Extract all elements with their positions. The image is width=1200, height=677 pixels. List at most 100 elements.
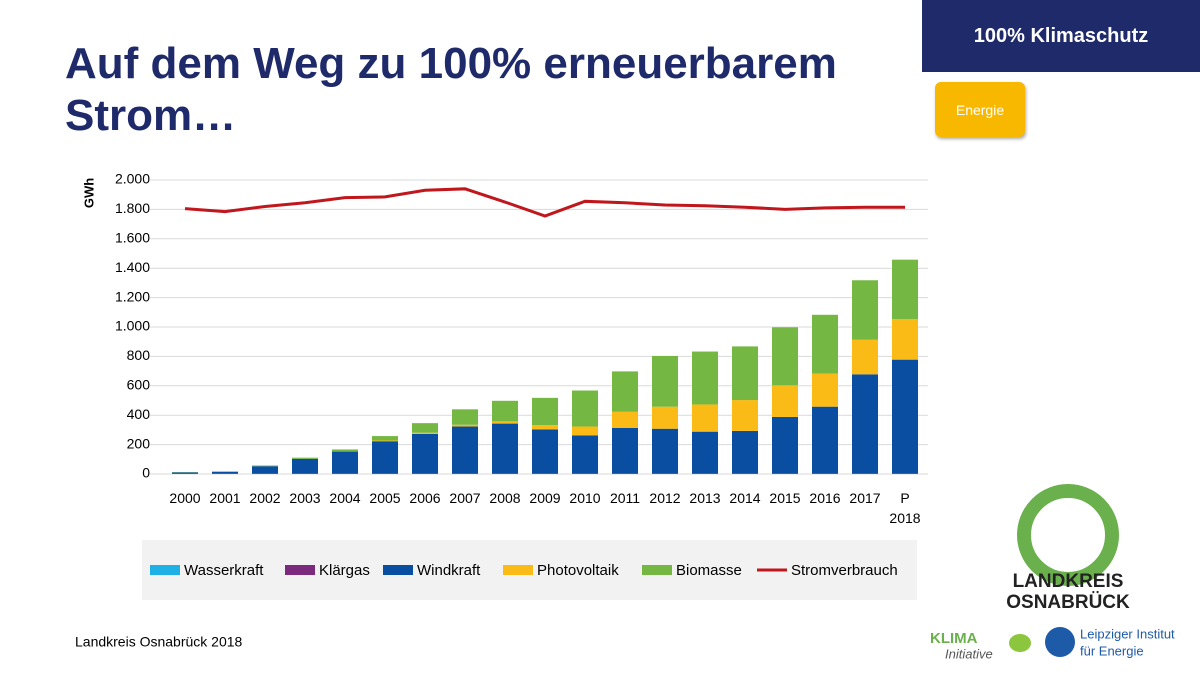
bar-segment — [492, 421, 518, 424]
x-tick-label-box: 2001 — [209, 490, 241, 506]
logo-text: OSNABRÜCK — [1006, 592, 1130, 613]
bar-segment — [892, 319, 918, 360]
bar-segment — [732, 400, 758, 431]
legend-label: Wasserkraft — [184, 562, 264, 579]
bar-segment — [612, 427, 638, 474]
bar-segment — [332, 451, 358, 474]
bar-segment — [612, 411, 638, 428]
badge: 100% Klimaschutz — [922, 0, 1200, 72]
bar-segment — [492, 423, 518, 474]
klima-logo: KLIMA — [930, 630, 978, 647]
y-tick-label: 800 — [127, 347, 151, 363]
legend-label: Photovoltaik — [537, 562, 619, 579]
institute-logo: für Energie — [1080, 643, 1144, 658]
legend-swatch — [503, 565, 533, 575]
legend-swatch — [150, 565, 180, 575]
y-axis-label: GWh — [81, 178, 96, 208]
x-tick-label-box: 2000 — [169, 490, 200, 506]
x-tick-label: 2011 — [609, 490, 641, 506]
bar-segment — [692, 404, 718, 432]
x-tick-label-box: 2013 — [689, 490, 721, 506]
bar-segment — [212, 471, 238, 474]
klima-logo: Initiative — [945, 646, 993, 661]
y-tick-label: 1.800 — [115, 200, 150, 216]
bar-segment — [572, 390, 598, 427]
legend-label: Windkraft — [417, 562, 481, 579]
x-tick-label: 2001 — [209, 490, 241, 506]
bar-segment — [532, 429, 558, 474]
legend-label: Stromverbrauch — [791, 562, 898, 579]
bar-segment — [812, 406, 838, 474]
bar-segment — [852, 280, 878, 340]
bar-segment — [692, 431, 718, 474]
x-tick-label: 2015 — [769, 490, 801, 506]
bar-segment — [412, 433, 438, 474]
institute-icon — [1045, 627, 1075, 657]
y-tick-label: 2.000 — [115, 171, 150, 187]
bar-segment — [372, 436, 398, 441]
y-tick-label: 600 — [127, 377, 151, 393]
legend-swatch — [383, 565, 413, 575]
tag-button[interactable]: Energie — [935, 82, 1025, 137]
y-tick-label: 1.000 — [115, 318, 150, 334]
bar-segment — [412, 432, 438, 434]
bar-segment — [372, 440, 398, 442]
bar-segment — [172, 472, 198, 474]
legend-swatch — [642, 565, 672, 575]
x-tick-label-box: 2003 — [289, 490, 320, 506]
x-tick-label: 2010 — [569, 490, 601, 506]
source: Landkreis Osnabrück 2018 — [75, 634, 243, 650]
bar-segment — [452, 409, 478, 425]
x-tick-label-box: 2009 — [529, 490, 561, 506]
x-tick-label: 2002 — [249, 490, 281, 506]
bar-segment — [652, 428, 678, 474]
bar-segment — [652, 355, 678, 407]
x-tick-label-box: 2002 — [249, 490, 281, 506]
x-tick-label-box: 2015 — [769, 490, 801, 506]
slide-title: Auf dem Weg zu 100% erneuerbarem Strom… — [65, 39, 837, 140]
bar-segment — [612, 371, 638, 412]
bar-segment — [372, 441, 398, 474]
x-tick-label-box: 2010 — [569, 490, 601, 506]
x-tick-label: 2005 — [369, 490, 401, 506]
bar-segment — [772, 416, 798, 474]
bar-segment — [812, 314, 838, 374]
bar-segment — [732, 430, 758, 474]
x-tick-label: 2013 — [689, 490, 721, 506]
x-tick-label: 2017 — [849, 490, 881, 506]
line-series — [184, 187, 905, 218]
bar-segment — [532, 425, 558, 430]
bar-segment — [572, 426, 598, 436]
x-tick-label-box: 2004 — [329, 490, 361, 506]
bar-segment — [452, 424, 478, 427]
bar-segment — [892, 259, 918, 320]
x-tick-label-box: 2006 — [409, 490, 440, 506]
bar-segment — [492, 400, 518, 422]
x-tick-label: 2004 — [329, 490, 361, 506]
bar-segment — [732, 346, 758, 401]
legend-label: Biomasse — [676, 562, 742, 579]
legend-swatch — [285, 565, 315, 575]
x-tick-label-box: 2012 — [649, 490, 680, 506]
x-tick-label: 2007 — [449, 490, 481, 506]
logo-text: LANDKREIS — [1013, 571, 1124, 592]
bar-segment — [892, 359, 918, 474]
bar-segment — [812, 373, 838, 407]
x-tick-label-box: 2017 — [849, 490, 881, 506]
x-tick-label: 2016 — [809, 490, 841, 506]
bar-segment — [652, 406, 678, 429]
bar-segment — [292, 457, 318, 459]
y-tick-label: 400 — [127, 406, 151, 422]
legend-label: Klärgas — [319, 562, 370, 579]
institute-logo: Leipziger Institut — [1080, 626, 1175, 641]
y-tick-label: 1.600 — [115, 230, 150, 246]
bar-segment — [332, 449, 358, 452]
x-tick-label: 2009 — [529, 490, 561, 506]
bar-segment — [572, 435, 598, 474]
x-tick-label: 2014 — [729, 490, 761, 506]
x-tick-label-box: 2008 — [489, 490, 520, 506]
bar-segment — [532, 397, 558, 426]
bar-segment — [772, 327, 798, 386]
bar-segment — [772, 385, 798, 417]
